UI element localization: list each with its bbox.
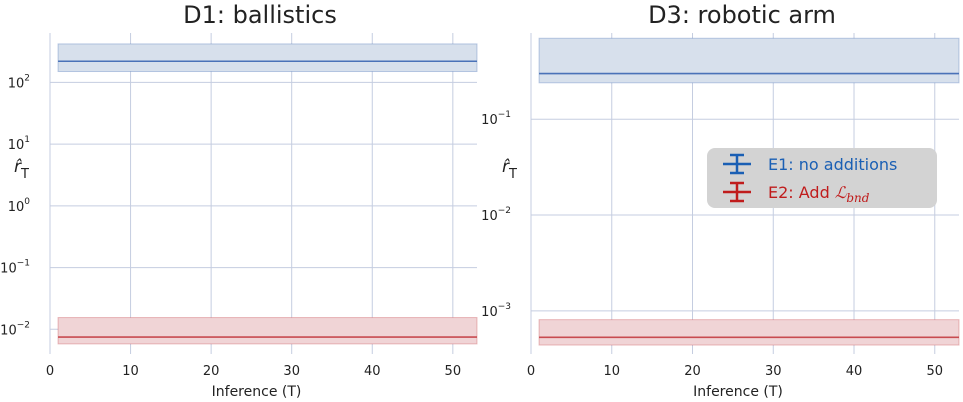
y-axis-label-subscript: T xyxy=(20,167,29,182)
y-tick-exponent: −2 xyxy=(17,320,30,330)
confidence-band-e2 xyxy=(538,319,960,346)
y-tick-base: 10 xyxy=(0,323,17,338)
legend-frame xyxy=(707,148,937,208)
y-tick-exponent: −1 xyxy=(17,259,30,269)
y-tick-base: 10 xyxy=(481,305,498,320)
legend: E1: no additions E2: Add ℒbnd xyxy=(707,148,937,208)
legend-e2-math-sub: bnd xyxy=(846,191,869,205)
y-tick-label: 101 xyxy=(8,135,30,153)
x-tick-label: 10 xyxy=(122,364,139,379)
y-tick-label: 10−1 xyxy=(481,110,511,128)
x-tick-label: 20 xyxy=(684,364,701,379)
legend-e2-label: E2: Add ℒbnd xyxy=(768,183,870,205)
y-tick-exponent: 0 xyxy=(24,197,30,207)
x-axis-label: Inference (T) xyxy=(212,384,302,400)
y-tick-base: 10 xyxy=(8,76,25,91)
y-tick-label: 10−2 xyxy=(481,206,511,224)
y-tick-base: 10 xyxy=(8,138,25,153)
chart-title: D3: robotic arm xyxy=(648,1,836,29)
x-tick-label: 30 xyxy=(765,364,782,379)
x-axis-label: Inference (T) xyxy=(693,384,783,400)
x-tick-label: 40 xyxy=(846,364,863,379)
y-tick-exponent: 2 xyxy=(24,73,30,83)
y-tick-exponent: −3 xyxy=(498,302,511,312)
legend-e2-math: ℒ xyxy=(835,183,847,202)
y-axis-label: r̂T xyxy=(502,157,517,182)
y-tick-base: 10 xyxy=(481,113,498,128)
y-tick-label: 10−1 xyxy=(0,259,30,277)
y-tick-label: 10−3 xyxy=(481,302,511,320)
y-tick-label: 10−2 xyxy=(0,320,30,338)
x-tick-label: 20 xyxy=(203,364,220,379)
x-tick-label: 40 xyxy=(364,364,381,379)
x-tick-label: 50 xyxy=(927,364,944,379)
y-axis-label-symbol: r̂ xyxy=(502,157,510,177)
x-tick-label: 50 xyxy=(445,364,462,379)
legend-entry-e2: E2: Add ℒbnd xyxy=(723,181,870,205)
y-tick-exponent: −1 xyxy=(498,110,511,120)
y-tick-exponent: 1 xyxy=(24,135,30,145)
y-axis-label: r̂T xyxy=(14,157,29,182)
y-tick-base: 10 xyxy=(0,262,17,277)
chart-title: D1: ballistics xyxy=(183,1,337,29)
y-axis-label-symbol: r̂ xyxy=(14,157,22,177)
legend-entry-e1: E1: no additions xyxy=(723,153,897,175)
x-tick-label: 0 xyxy=(46,364,54,379)
y-tick-base: 10 xyxy=(8,200,25,215)
y-axis-label-subscript: T xyxy=(508,167,517,182)
x-tick-label: 0 xyxy=(527,364,535,379)
x-tick-label: 10 xyxy=(603,364,620,379)
x-tick-label: 30 xyxy=(283,364,300,379)
y-tick-exponent: −2 xyxy=(498,206,511,216)
confidence-band-e2 xyxy=(57,317,478,345)
confidence-band-e1 xyxy=(57,43,478,73)
y-tick-label: 100 xyxy=(8,197,31,215)
legend-e2-text: E2: Add xyxy=(768,183,835,202)
y-tick-label: 102 xyxy=(8,73,30,91)
legend-e1-label: E1: no additions xyxy=(768,155,897,174)
confidence-band-e1 xyxy=(538,37,960,84)
y-tick-base: 10 xyxy=(481,209,498,224)
